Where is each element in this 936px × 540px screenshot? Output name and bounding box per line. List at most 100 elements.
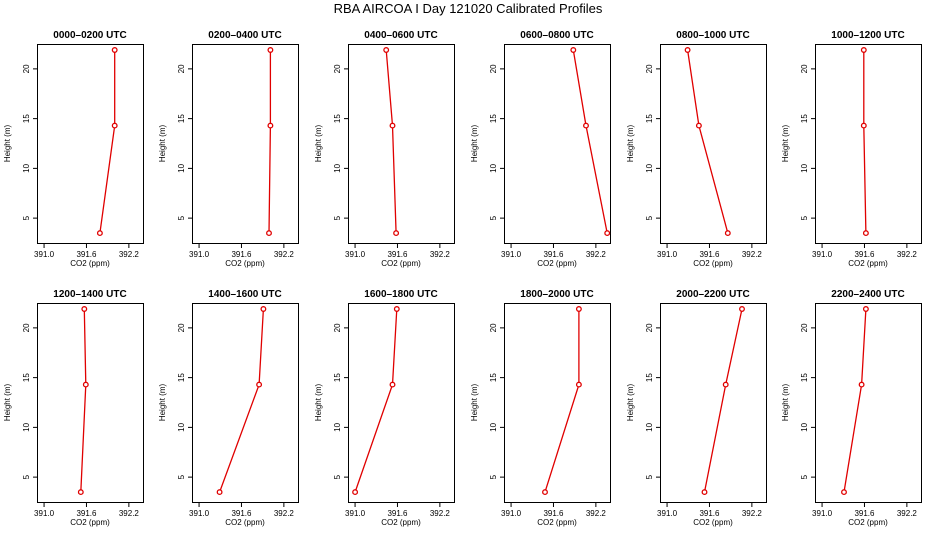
x-tick-label: 391.6 (231, 509, 252, 518)
data-point (260, 306, 267, 312)
y-axis-label: Height (m) (626, 124, 635, 162)
y-tick-label: 15 (22, 114, 31, 123)
y-tick-label: 10 (800, 163, 809, 172)
x-tick-label: 392.2 (742, 250, 763, 259)
data-point (604, 230, 611, 237)
y-axis-label: Height (m) (314, 383, 323, 421)
y-tick-label: 15 (800, 373, 809, 382)
x-axis-label: CO2 (ppm) (70, 518, 110, 527)
y-axis-label: Height (m) (781, 383, 790, 421)
x-tick-label: 392.2 (274, 250, 295, 259)
x-tick-label: 391.0 (345, 250, 366, 259)
y-axis-label: Height (m) (781, 124, 790, 162)
data-point (739, 306, 745, 312)
y-tick-label: 20 (177, 64, 186, 73)
data-point (575, 306, 582, 312)
x-axis-label: CO2 (ppm) (225, 518, 265, 527)
y-tick-label: 5 (177, 474, 186, 479)
plot-frame (37, 303, 144, 503)
plot-frame (192, 303, 299, 503)
x-tick-label: 391.6 (699, 509, 720, 518)
y-axis-label: Height (m) (158, 124, 167, 162)
x-tick-label: 392.2 (430, 250, 451, 259)
plot-frame (504, 44, 611, 244)
x-tick-label: 392.2 (897, 509, 918, 518)
data-point (82, 381, 89, 388)
x-tick-label: 391.6 (699, 250, 720, 259)
data-point (701, 489, 708, 496)
y-tick-label: 10 (177, 163, 186, 172)
profile-panel: 1000–1200 UTC 391.0 391.6 392.2 5 10 15 20 CO2 (… (781, 30, 922, 268)
y-tick-label: 5 (645, 215, 654, 220)
x-axis-label: CO2 (ppm) (381, 518, 421, 527)
data-point (570, 47, 577, 53)
x-axis-label: CO2 (ppm) (693, 259, 733, 268)
x-tick-label: 392.2 (742, 509, 763, 518)
profile-panel: 0600–0800 UTC 391.0 391.6 392.2 5 10 15 20 CO2 (… (470, 30, 611, 268)
y-tick-label: 10 (800, 422, 809, 431)
x-tick-label: 392.2 (897, 250, 918, 259)
plot-frame (348, 303, 455, 503)
profile-panel: 0800–1000 UTC 391.0 391.6 392.2 5 10 15 20 CO2 (… (626, 30, 767, 268)
profile-line (99, 50, 116, 234)
profile-panel: 0000–0200 UTC 391.0 391.6 392.2 5 10 15 20 CO2 (… (3, 30, 144, 268)
y-axis-label: Height (m) (470, 383, 479, 421)
data-point (858, 381, 865, 388)
data-point (383, 47, 390, 53)
data-point (542, 489, 548, 496)
x-tick-label: 391.0 (501, 509, 522, 518)
x-tick-label: 391.0 (501, 250, 522, 259)
panel-title: 0600–0800 UTC (520, 30, 593, 41)
y-tick-label: 5 (800, 474, 809, 479)
profile-line (385, 49, 397, 234)
y-tick-label: 5 (333, 215, 342, 220)
y-tick-label: 10 (645, 422, 654, 431)
x-tick-label: 391.6 (76, 509, 97, 518)
x-tick-label: 392.2 (586, 509, 607, 518)
panel-title: 0200–0400 UTC (208, 30, 281, 41)
profile-line (544, 309, 580, 493)
plot-frame (660, 44, 767, 244)
y-tick-label: 10 (489, 422, 498, 431)
y-tick-label: 5 (22, 474, 31, 479)
y-tick-label: 20 (177, 323, 186, 332)
plot-frame (348, 44, 455, 244)
data-point (267, 47, 274, 53)
data-point (862, 230, 869, 237)
y-tick-label: 5 (333, 474, 342, 479)
profile-panel: 1200–1400 UTC 391.0 391.6 392.2 5 10 15 20 CO2 (… (3, 289, 144, 527)
y-tick-label: 20 (333, 64, 342, 73)
x-axis-label: CO2 (ppm) (693, 518, 733, 527)
panel-title: 2200–2400 UTC (831, 289, 904, 300)
data-point (216, 489, 223, 496)
x-tick-label: 391.6 (854, 509, 875, 518)
x-tick-label: 391.6 (387, 509, 408, 518)
data-point (695, 122, 702, 129)
y-tick-label: 10 (645, 163, 654, 172)
data-point (722, 381, 729, 388)
y-axis-label: Height (m) (3, 383, 12, 421)
data-point (389, 122, 396, 129)
x-tick-label: 392.2 (119, 509, 140, 518)
x-tick-label: 392.2 (119, 250, 140, 259)
x-tick-label: 391.0 (657, 250, 678, 259)
y-tick-label: 20 (645, 64, 654, 73)
x-tick-label: 392.2 (274, 509, 295, 518)
x-tick-label: 391.0 (189, 509, 210, 518)
x-tick-label: 391.0 (34, 509, 55, 518)
profile-panel: 0400–0600 UTC 391.0 391.6 392.2 5 10 15 20 CO2 (… (314, 30, 455, 268)
y-tick-label: 10 (22, 163, 31, 172)
y-tick-label: 10 (333, 163, 342, 172)
profile-line (80, 308, 87, 493)
data-point (393, 230, 400, 237)
panel-title: 1800–2000 UTC (520, 289, 593, 300)
data-point (256, 381, 263, 388)
y-tick-label: 20 (489, 64, 498, 73)
data-point (724, 230, 731, 237)
panel-title: 1000–1200 UTC (831, 30, 904, 41)
x-tick-label: 392.2 (430, 509, 451, 518)
y-tick-label: 20 (645, 323, 654, 332)
x-tick-label: 391.0 (189, 250, 210, 259)
data-point (393, 306, 400, 312)
